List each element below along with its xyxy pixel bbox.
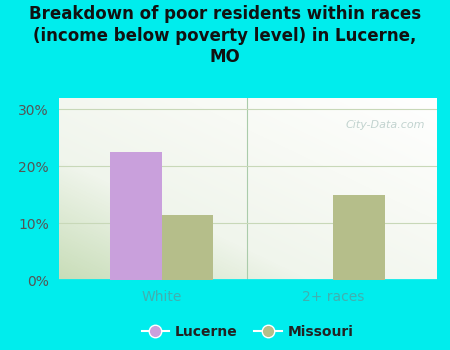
Text: City-Data.com: City-Data.com [346,120,425,130]
Bar [162,215,213,280]
Legend: Lucerne, Missouri: Lucerne, Missouri [136,320,359,345]
Text: Breakdown of poor residents within races
(income below poverty level) in Lucerne: Breakdown of poor residents within races… [29,5,421,66]
Bar [110,152,162,280]
Bar [333,195,385,280]
